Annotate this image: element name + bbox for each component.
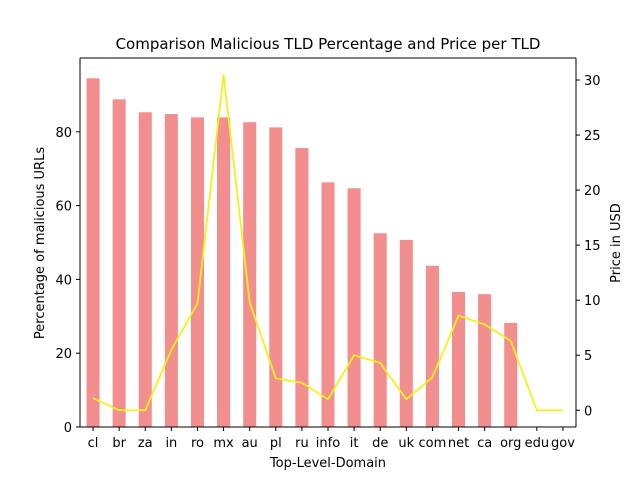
x-tick-label: org: [500, 436, 521, 451]
bar-ro: [190, 117, 204, 427]
y-tick-label-left: 0: [64, 421, 72, 436]
x-tick-label: au: [242, 436, 258, 451]
bar-ru: [295, 148, 309, 427]
x-tick-label: gov: [551, 436, 575, 451]
x-tick-label: za: [138, 436, 153, 451]
x-tick-label: uk: [398, 436, 414, 451]
y-tick-label-right: 0: [584, 404, 592, 419]
x-axis-title: Top-Level-Domain: [269, 456, 386, 471]
x-tick-label: br: [112, 436, 126, 451]
x-tick-label: mx: [213, 436, 234, 451]
x-tick-label: ro: [191, 436, 204, 451]
axes: [79, 57, 577, 428]
bar-br: [112, 99, 126, 427]
y-tick-label-left: 20: [55, 347, 72, 362]
x-tick-label: ru: [295, 436, 309, 451]
x-tick-label: in: [165, 436, 177, 451]
x-tick-label: ca: [477, 436, 492, 451]
bar-it: [347, 188, 361, 427]
x-tick-label: edu: [525, 436, 550, 451]
bar-info: [321, 182, 335, 427]
y-axis-title-right: Price in USD: [609, 203, 624, 283]
bar-net: [452, 291, 466, 427]
x-ticks: cl br za in ro mx au pl ru info it de uk com net ca org e…: [88, 427, 575, 451]
x-tick-label: cl: [88, 436, 99, 451]
y-axis-title-left: Percentage of malicious URLs: [33, 147, 48, 339]
bar-series: [86, 78, 518, 428]
bar-au: [243, 122, 257, 428]
bar-cl: [86, 78, 100, 428]
y-ticks-right: 0 5 10 15 20 25 30: [576, 74, 601, 419]
y-tick-label-left: 40: [55, 273, 72, 288]
x-tick-label: de: [372, 436, 388, 451]
x-tick-label: pl: [270, 436, 282, 451]
x-tick-label: it: [350, 436, 359, 451]
y-tick-label-right: 25: [584, 129, 601, 144]
y-tick-label-left: 60: [55, 200, 72, 215]
y-ticks-left: 0 20 40 60 80: [55, 126, 80, 436]
price-line: [92, 74, 563, 412]
bar-uk: [399, 239, 413, 427]
bar-in: [164, 114, 178, 427]
x-tick-label: info: [316, 436, 340, 451]
x-tick-label: net: [448, 436, 469, 451]
bar-mx: [217, 117, 231, 427]
bar-ca: [478, 294, 492, 427]
chart-title: Comparison Malicious TLD Percentage and …: [116, 35, 541, 53]
bar-za: [138, 112, 152, 428]
bar-de: [373, 233, 387, 427]
y-tick-label-right: 5: [584, 349, 592, 364]
y-tick-label-left: 80: [55, 126, 72, 141]
x-tick-label: com: [419, 436, 447, 451]
price-line-series: [92, 74, 563, 412]
y-tick-label-right: 20: [584, 184, 601, 199]
bar-pl: [269, 127, 283, 427]
y-tick-label-right: 10: [584, 294, 601, 309]
bar-com: [425, 265, 439, 427]
y-tick-label-right: 15: [584, 239, 601, 254]
y-tick-label-right: 30: [584, 74, 601, 89]
